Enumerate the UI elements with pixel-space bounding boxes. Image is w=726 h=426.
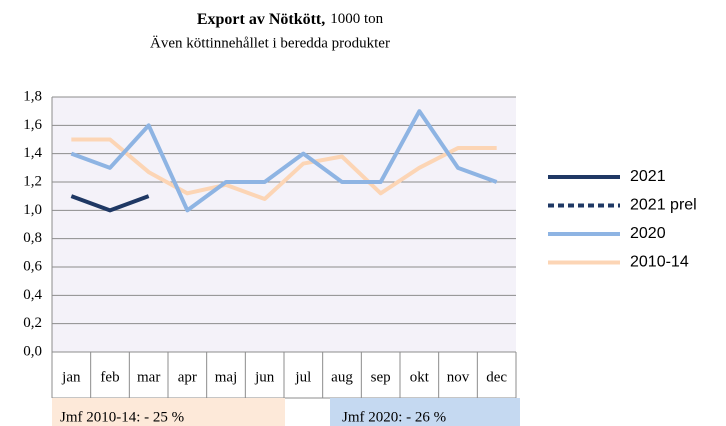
series-line <box>70 109 498 213</box>
chart-unit: 1000 ton <box>330 11 383 27</box>
y-tick-label: 0,0 <box>23 343 42 359</box>
x-tick-label: maj <box>215 369 238 385</box>
x-tick-label: jun <box>254 369 275 385</box>
annotation-text: Jmf 2010-14: - 25 % <box>60 409 184 425</box>
x-tick-label: apr <box>178 369 197 385</box>
y-tick-label: 1,2 <box>23 173 42 189</box>
x-tick-label: mar <box>137 369 160 385</box>
x-tick-label: nov <box>447 369 470 385</box>
x-tick-label: sep <box>371 369 391 385</box>
y-tick-label: 1,6 <box>23 117 42 133</box>
legend-label: 2021 prel <box>630 197 697 214</box>
legend-label: 2020 <box>630 225 666 242</box>
chart-title: Export av Nötkött, <box>197 11 325 28</box>
y-tick-label: 1,4 <box>23 145 42 161</box>
y-tick-label: 0,2 <box>23 315 42 331</box>
chart-title-group: Export av Nötkött, 1000 ton <box>197 11 384 28</box>
y-tick-label: 0,8 <box>23 230 42 246</box>
x-tick-label: jul <box>294 369 311 385</box>
x-tick-label: aug <box>331 369 353 385</box>
y-tick-label: 1,8 <box>23 88 42 104</box>
plot-area <box>52 97 516 352</box>
x-tick-label: feb <box>100 369 119 385</box>
x-tick-label: dec <box>486 369 507 385</box>
x-tick-label: jan <box>61 369 81 385</box>
x-tick-label: okt <box>410 369 430 385</box>
y-tick-label: 0,6 <box>23 258 42 274</box>
legend-label: 2010-14 <box>630 254 689 271</box>
y-tick-label: 0,4 <box>23 287 42 303</box>
chart-subtitle: Även köttinnehållet i beredda produkter <box>150 34 390 51</box>
series-line <box>71 137 497 201</box>
annotation-text: Jmf 2020: - 26 % <box>342 409 446 425</box>
y-tick-label: 1,0 <box>23 202 42 218</box>
annotation-box <box>330 398 520 426</box>
series-line <box>70 194 150 213</box>
annotation-box <box>52 398 285 426</box>
legend-label: 2021 <box>630 168 666 185</box>
